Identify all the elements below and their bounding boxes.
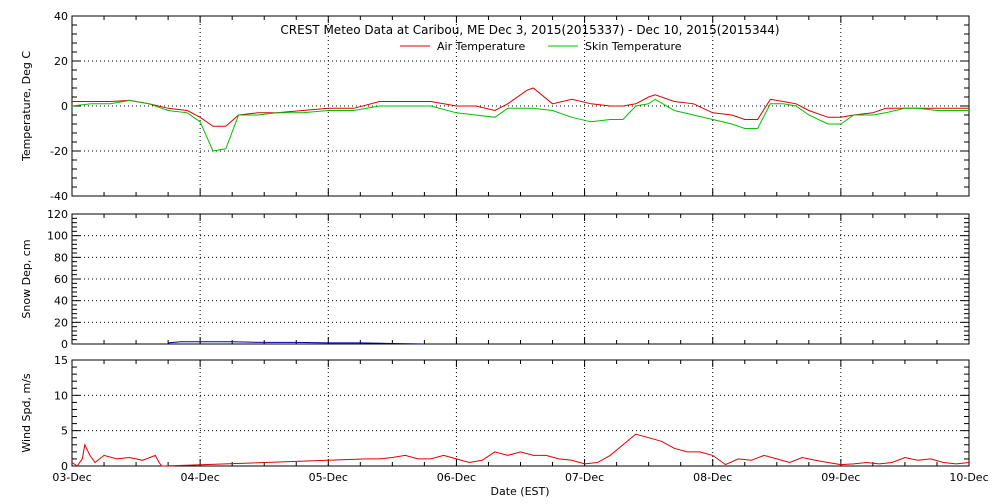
temperature-series-1-line (71, 98, 969, 152)
x-tick-label: 03-Dec (52, 471, 91, 484)
x-tick-label: 08-Dec (693, 471, 732, 484)
temperature-y-tick-label: -40 (50, 190, 68, 203)
temperature-y-tick-label: 40 (54, 10, 68, 23)
temperature-y-tick-label: -20 (50, 145, 68, 158)
snow-depth-y-tick-label: 120 (47, 208, 68, 221)
snow-depth-plot-frame (71, 213, 970, 345)
x-tick-label: 06-Dec (437, 471, 476, 484)
x-tick-label: 10-Dec (949, 471, 988, 484)
wind-speed-y-tick-label: 10 (54, 389, 68, 402)
wind-speed-y-tick-label: 15 (54, 354, 68, 367)
snow-depth-y-tick-label: 20 (54, 316, 68, 329)
wind-speed-series-0-line (71, 433, 970, 467)
wind-speed-plot-frame (71, 359, 970, 467)
snow-depth-y-tick-label: 60 (54, 273, 68, 286)
x-tick-label: 07-Dec (565, 471, 604, 484)
wind-speed-y-tick-label: 5 (61, 425, 68, 438)
wind-speed-y-axis-label: Wind Spd, m/s (20, 373, 33, 453)
chart-title: CREST Meteo Data at Caribou, ME Dec 3, 2… (280, 23, 779, 37)
wind-speed-y-tick-label: 0 (61, 460, 68, 473)
legend-label-skin: Skin Temperature (585, 40, 682, 53)
wind-speed-panel (71, 359, 970, 467)
snow-depth-y-tick-label: 100 (47, 230, 68, 243)
snow-depth-y-tick-label: 40 (54, 295, 68, 308)
snow-depth-series-0-line (168, 341, 425, 345)
x-tick-label: 05-Dec (309, 471, 348, 484)
temperature-y-axis-label: Temperature, Deg C (20, 51, 33, 162)
temperature-panel (71, 15, 970, 197)
snow-depth-y-tick-label: 80 (54, 251, 68, 264)
snow-depth-panel (71, 213, 970, 345)
temperature-y-tick-label: 0 (61, 100, 68, 113)
temperature-y-tick-label: 20 (54, 55, 68, 68)
x-tick-label: 09-Dec (821, 471, 860, 484)
legend-label-air: Air Temperature (437, 40, 526, 53)
snow-depth-y-tick-label: 0 (61, 338, 68, 351)
x-tick-label: 04-Dec (181, 471, 220, 484)
temperature-series-0-line (72, 87, 969, 127)
x-axis-label: Date (EST) (490, 485, 549, 498)
snow-depth-y-axis-label: Snow Dep, cm (20, 239, 33, 318)
